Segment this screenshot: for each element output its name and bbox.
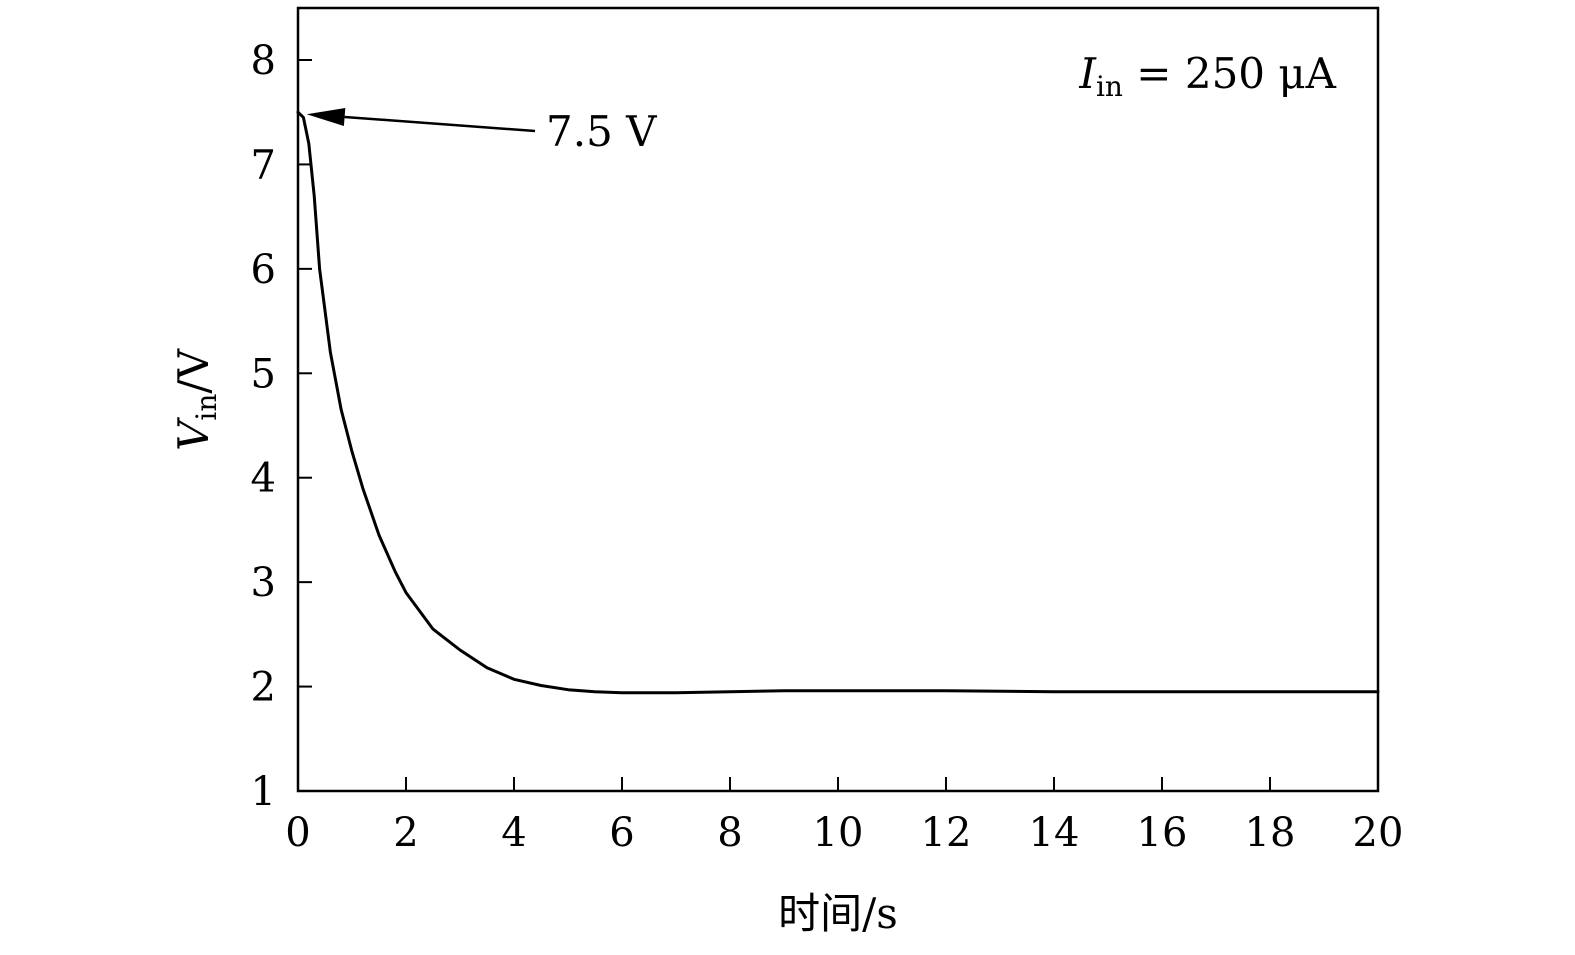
x-tick-label: 10 [813,810,864,856]
y-tick-label: 8 [251,38,276,84]
y-axis-subscript: in [190,394,223,421]
y-tick-label: 4 [251,456,276,502]
x-tick-label: 6 [609,810,634,856]
annotation-arrowhead [306,108,346,126]
annotation-arrow-line [344,115,536,133]
legend-text: Iin = 250 μA [1078,49,1336,103]
x-tick-label: 4 [501,810,526,856]
x-tick-label: 20 [1353,810,1404,856]
y-tick-label: 1 [251,769,276,815]
legend-value: = 250 μA [1123,49,1337,98]
legend-symbol: I [1078,49,1097,98]
y-axis-unit: /V [169,348,218,393]
x-tick-label: 16 [1137,810,1188,856]
series-line [296,110,1380,695]
y-tick-label: 5 [251,351,276,397]
x-axis-title: 时间/s [778,889,898,938]
plot-frame [296,6,1380,793]
y-tick-label: 2 [251,665,276,711]
annotation-label: 7.5 V [546,107,657,156]
y-axis-title: Vin/V [169,348,223,450]
y-axis-symbol: V [169,417,218,451]
x-tick-label: 14 [1029,810,1080,856]
annotation-7-5V: 7.5 V [306,107,657,156]
y-tick-label: 6 [251,247,276,293]
legend-subscript: in [1096,70,1123,103]
x-tick-label: 8 [717,810,742,856]
y-tick-label: 3 [251,560,276,606]
x-tick-label: 2 [393,810,418,856]
x-tick-label: 0 [285,810,310,856]
y-tick-label: 7 [251,142,276,188]
x-tick-label: 12 [921,810,972,856]
x-tick-label: 18 [1245,810,1296,856]
